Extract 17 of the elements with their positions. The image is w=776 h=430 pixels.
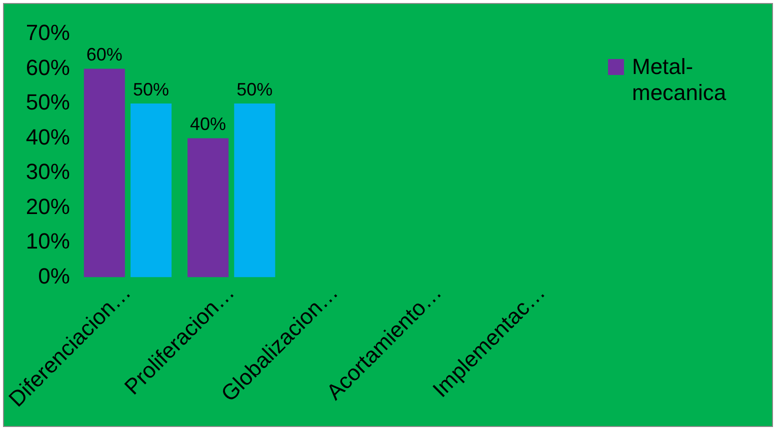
y-tick-label: 30%	[26, 159, 70, 184]
data-label: 60%	[86, 44, 122, 65]
bar	[188, 138, 229, 278]
legend-label: Metal-mecanica	[632, 54, 728, 106]
y-tick-label: 0%	[38, 263, 70, 288]
y-tick-label: 50%	[26, 90, 70, 115]
y-tick-label: 40%	[26, 124, 70, 150]
y-tick-label: 60%	[26, 54, 70, 80]
bar	[130, 103, 172, 278]
data-label: 50%	[236, 79, 273, 100]
data-label: 40%	[190, 114, 226, 134]
bar	[84, 68, 125, 278]
y-tick-label: 70%	[26, 20, 70, 46]
y-tick-label: 20%	[26, 194, 70, 219]
data-label: 50%	[133, 79, 170, 100]
y-tick-label: 10%	[26, 228, 70, 254]
bar	[234, 103, 276, 278]
